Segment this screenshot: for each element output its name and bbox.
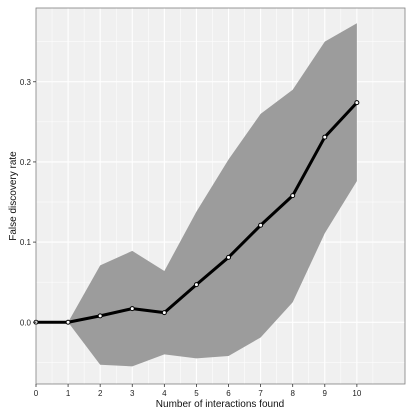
data-point bbox=[65, 319, 71, 325]
x-tick-label: 0 bbox=[34, 389, 39, 398]
x-tick-label: 4 bbox=[162, 389, 167, 398]
data-point bbox=[290, 193, 296, 199]
confidence-band bbox=[36, 23, 357, 367]
x-tick-label: 10 bbox=[352, 389, 361, 398]
x-tick-label: 7 bbox=[258, 389, 263, 398]
data-point bbox=[97, 313, 103, 319]
data-point bbox=[258, 222, 264, 228]
y-tick-label: 0.2 bbox=[20, 158, 32, 167]
data-point bbox=[161, 310, 167, 316]
x-tick-label: 5 bbox=[194, 389, 199, 398]
x-tick-label: 6 bbox=[226, 389, 231, 398]
y-tick-label: 0.0 bbox=[20, 318, 32, 327]
data-point bbox=[322, 134, 328, 140]
y-tick-label: 0.3 bbox=[20, 78, 32, 87]
x-axis-title: Number of interactions found bbox=[156, 399, 284, 410]
plot-frame bbox=[35, 7, 406, 385]
x-tick-label: 8 bbox=[290, 389, 295, 398]
x-tick-label: 1 bbox=[66, 389, 71, 398]
data-point bbox=[129, 306, 135, 312]
x-axis: 0 1 2 3 4 5 6 7 8 9 10 bbox=[34, 384, 362, 398]
x-tick-label: 9 bbox=[323, 389, 328, 398]
data-point bbox=[193, 282, 199, 288]
x-tick-label: 3 bbox=[130, 389, 135, 398]
y-axis-title: False discovery rate bbox=[8, 151, 19, 241]
data-point bbox=[354, 100, 360, 106]
x-tick-label: 2 bbox=[98, 389, 103, 398]
y-axis: 0.0 0.1 0.2 0.3 bbox=[20, 78, 36, 327]
data-point bbox=[226, 254, 232, 260]
y-tick-label: 0.1 bbox=[20, 238, 32, 247]
